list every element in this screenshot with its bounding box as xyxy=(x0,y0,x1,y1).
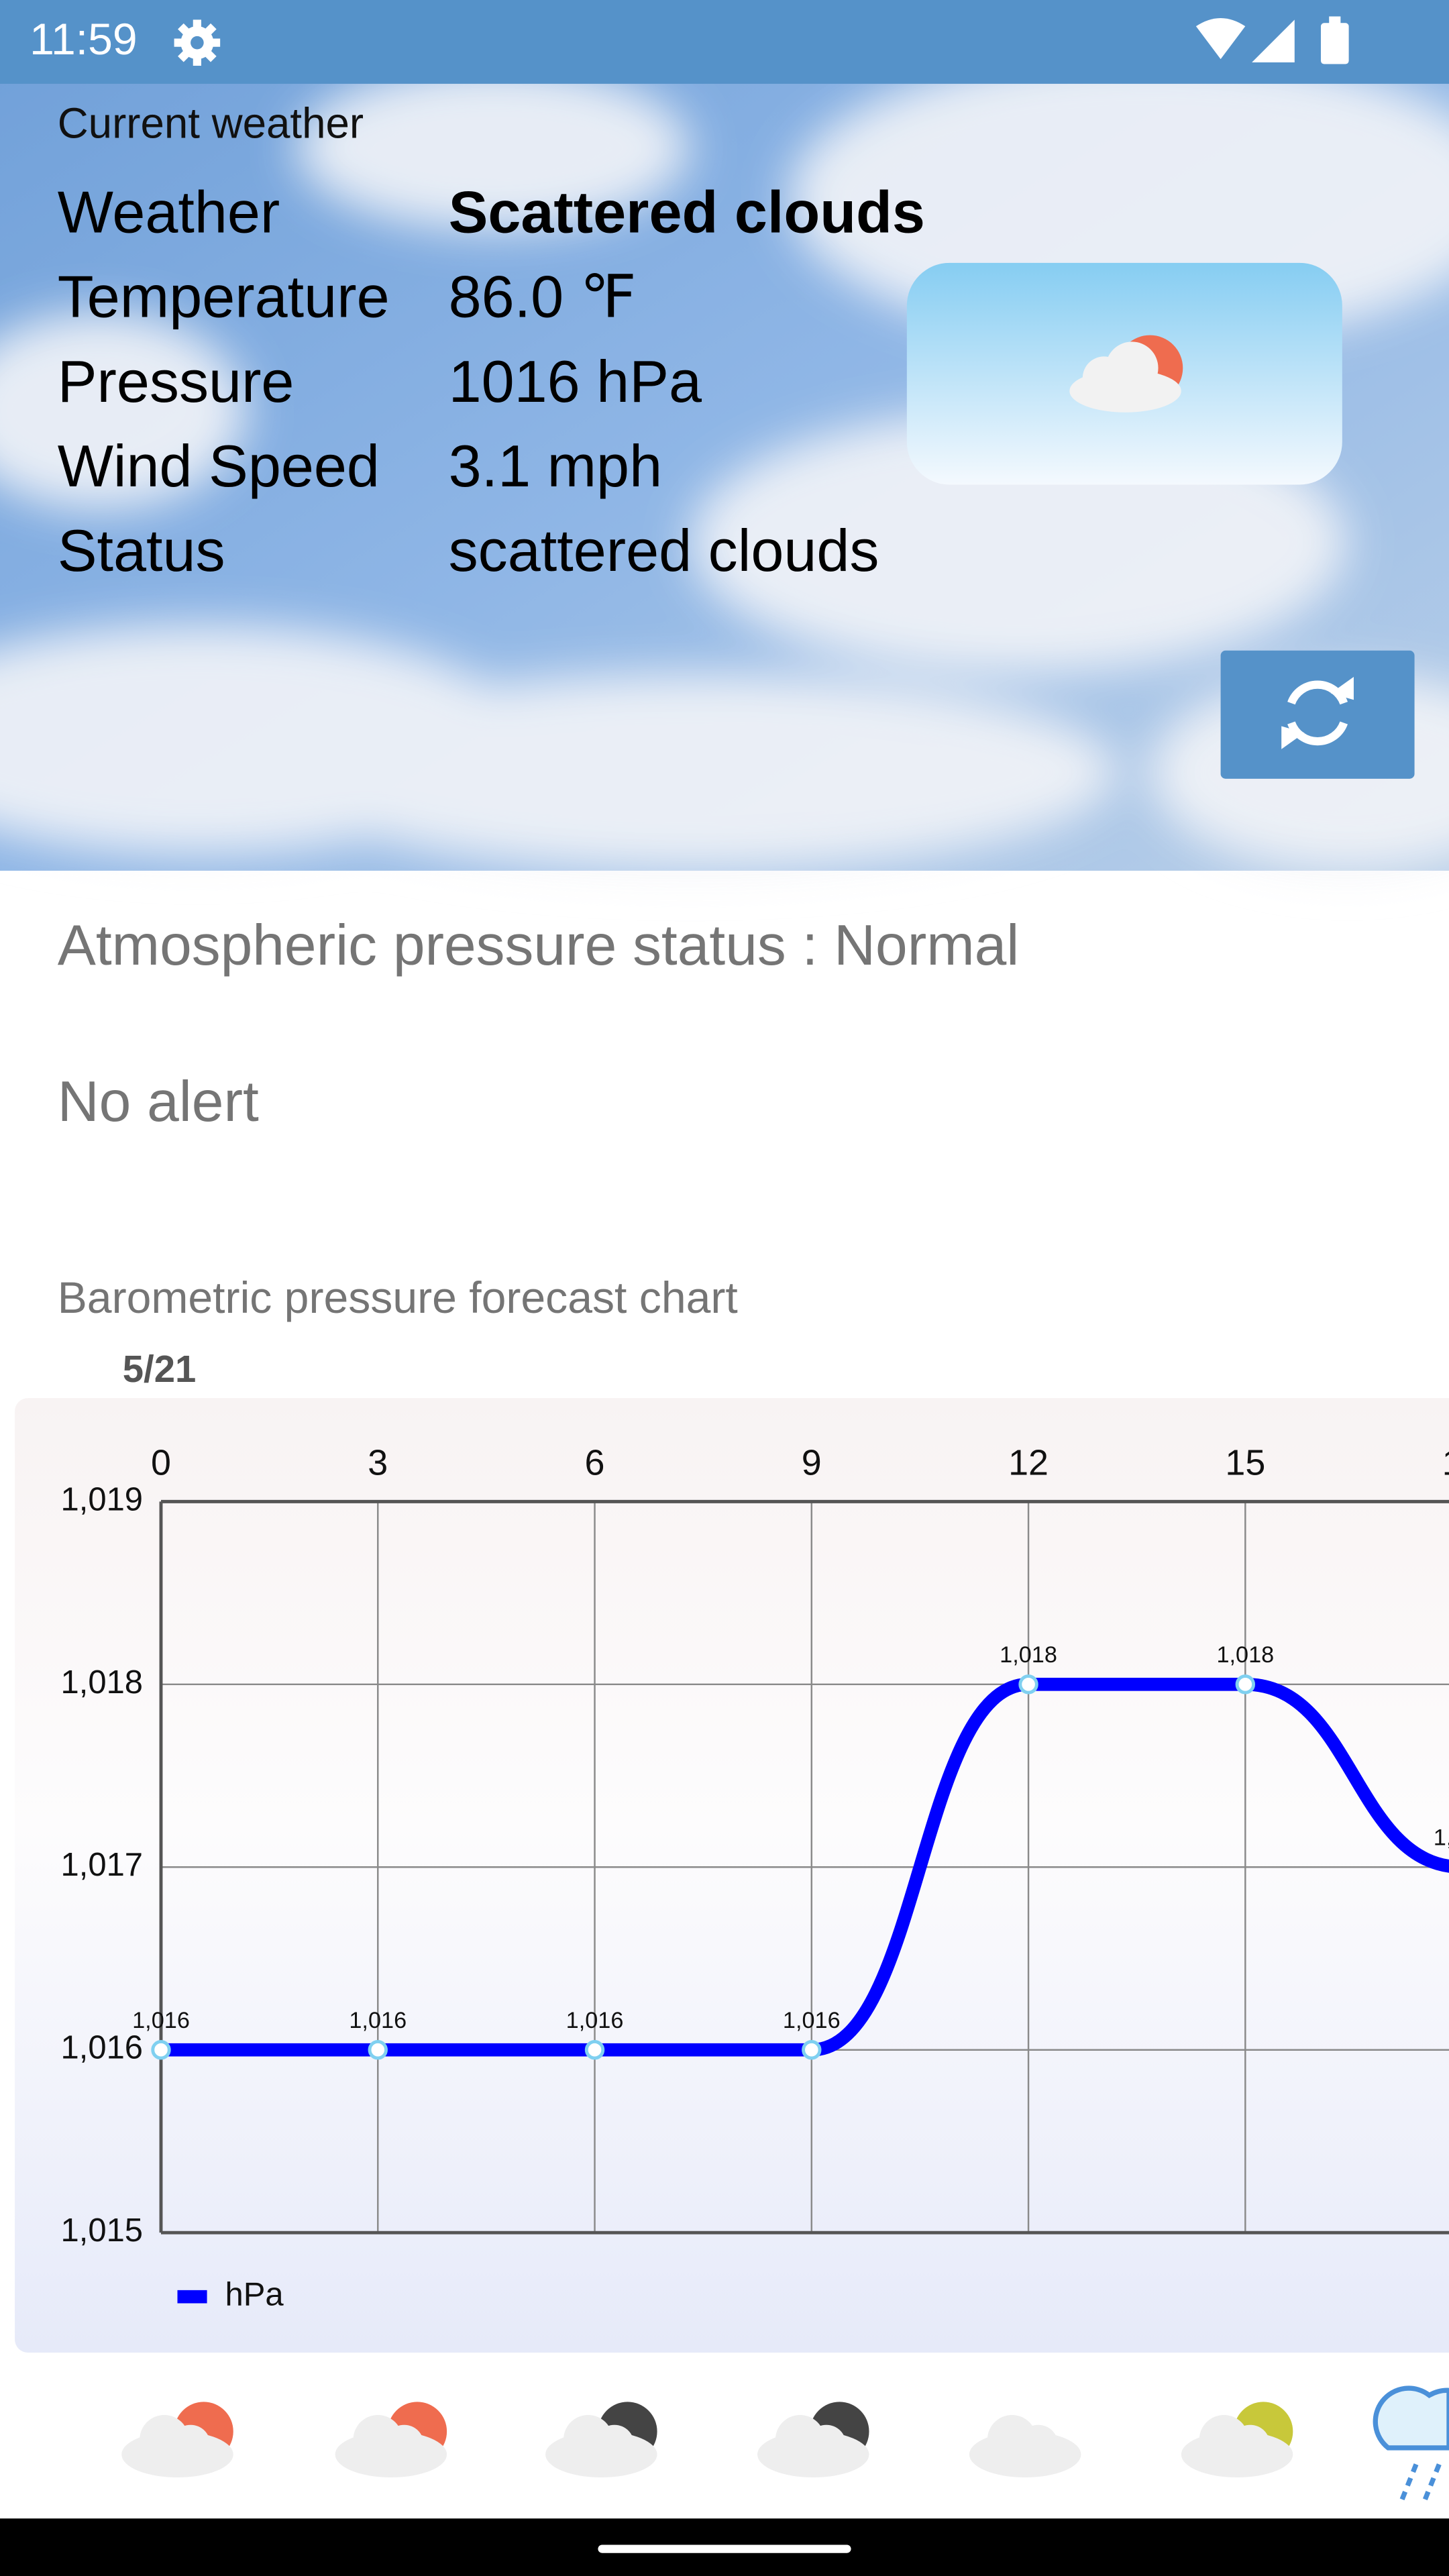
forecast-cloud xyxy=(384,2424,424,2465)
pressure-status: Atmospheric pressure status : Normal xyxy=(58,913,1020,977)
y-tick-label: 1,015 xyxy=(61,2212,144,2249)
row-label: Wind Speed xyxy=(58,433,380,499)
forecast-cloud xyxy=(594,2424,635,2465)
row-value: scattered clouds xyxy=(449,517,879,584)
row-label: Status xyxy=(58,517,225,584)
x-tick-label: 9 xyxy=(802,1443,822,1483)
forecast-rain-cloud xyxy=(1373,2385,1449,2451)
battery-tip xyxy=(1329,16,1341,25)
row-value: 3.1 mph xyxy=(449,433,663,499)
x-tick-label: 12 xyxy=(1008,1443,1049,1483)
x-tick-label: 18 xyxy=(1442,1443,1449,1483)
legend-label: hPa xyxy=(225,2277,284,2313)
value-label: 1,016 xyxy=(132,2008,190,2033)
forecast-cloud xyxy=(170,2424,211,2465)
forecast-rain xyxy=(1397,2463,1442,2507)
forecast-icons xyxy=(121,2385,1449,2507)
alert-text: No alert xyxy=(58,1069,259,1134)
y-tick-label: 1,017 xyxy=(61,1847,144,1883)
battery-icon xyxy=(1320,23,1349,64)
wifi-icon xyxy=(1195,17,1246,60)
y-tick-label: 1,019 xyxy=(61,1481,144,1517)
value-label: 1,016 xyxy=(566,2008,624,2033)
data-point xyxy=(802,2040,822,2060)
chart-title: Barometric pressure forecast chart xyxy=(58,1273,738,1323)
section-heading: Current weather xyxy=(58,99,364,147)
legend-swatch xyxy=(177,2290,207,2304)
value-label: 1,016 xyxy=(783,2008,841,2033)
data-point xyxy=(1018,1674,1038,1695)
series-line xyxy=(161,1678,1449,2057)
chart-card xyxy=(15,1398,1449,2353)
settings-icon xyxy=(174,19,221,66)
x-tick-label: 0 xyxy=(151,1443,171,1483)
data-point xyxy=(368,2040,388,2060)
x-tick-label: 6 xyxy=(585,1443,605,1483)
weather-icon xyxy=(1069,335,1183,413)
row-value: 1016 hPa xyxy=(449,348,702,415)
row-label: Temperature xyxy=(58,264,390,330)
row-label: Pressure xyxy=(58,348,294,415)
home-indicator[interactable] xyxy=(598,2544,851,2553)
data-point xyxy=(584,2040,605,2060)
refresh-button[interactable] xyxy=(1220,650,1415,779)
status-bar xyxy=(0,0,1449,84)
chart-date: 5/21 xyxy=(123,1348,197,1390)
x-tick-label: 15 xyxy=(1225,1443,1265,1483)
data-point xyxy=(151,2040,171,2060)
forecast-cloud xyxy=(806,2424,847,2465)
forecast-cloud xyxy=(1018,2424,1059,2465)
refresh-arrows xyxy=(1281,676,1354,749)
row-value: 86.0 ℉ xyxy=(449,264,637,330)
value-label: 1,018 xyxy=(1000,1642,1057,1668)
weather-rows: Weather Scattered clouds Temperature 86.0 ℉… xyxy=(58,179,925,584)
y-tick-label: 1,016 xyxy=(61,2030,144,2066)
x-tick-label: 3 xyxy=(368,1443,388,1483)
value-label: 1,016 xyxy=(349,2008,407,2033)
value-label: 1,018 xyxy=(1216,1642,1274,1668)
clock: 11:59 xyxy=(30,15,138,64)
forecast-cloud xyxy=(1230,2424,1271,2465)
y-tick-label: 1,018 xyxy=(61,1664,144,1701)
data-point xyxy=(1235,1674,1256,1695)
value-label: 1,017 xyxy=(1434,1825,1449,1851)
row-value: Scattered clouds xyxy=(449,179,925,246)
row-label: Weather xyxy=(58,179,280,246)
